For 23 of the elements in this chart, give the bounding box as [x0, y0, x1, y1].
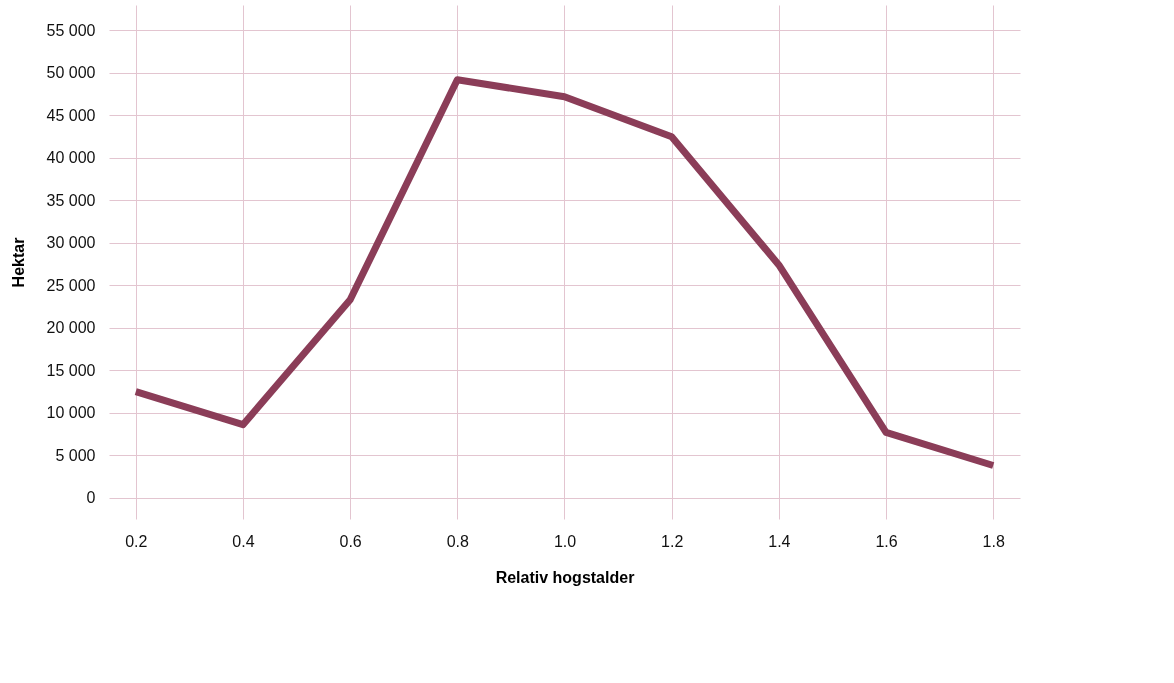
y-tick-label: 5 000 — [55, 446, 96, 464]
x-tick-label: 0.8 — [446, 532, 470, 550]
y-tick-label: 10 000 — [46, 404, 96, 422]
y-tick-label: 0 — [86, 489, 96, 507]
x-tick-label: 1.8 — [982, 532, 1005, 550]
y-tick-label: 20 000 — [46, 319, 96, 337]
y-tick-label: 45 000 — [46, 106, 96, 124]
x-tick-label: 1.2 — [661, 532, 684, 550]
x-axis-title: Relativ hogstalder — [495, 568, 635, 586]
x-tick-label: 1.4 — [768, 532, 791, 550]
y-tick-label: 55 000 — [46, 21, 96, 39]
x-tick-label: 0.2 — [125, 532, 148, 550]
x-tick-label: 0.6 — [339, 532, 362, 550]
y-tick-label: 50 000 — [46, 64, 96, 82]
x-tick-label: 0.4 — [232, 532, 255, 550]
y-axis-title: Hektar — [9, 237, 27, 288]
y-tick-label: 25 000 — [46, 276, 96, 294]
x-tick-label: 1.0 — [553, 532, 577, 550]
y-tick-label: 30 000 — [46, 234, 96, 252]
y-tick-label: 35 000 — [46, 191, 96, 209]
y-tick-label: 40 000 — [46, 149, 96, 167]
x-tick-label: 1.6 — [875, 532, 898, 550]
y-tick-label: 15 000 — [46, 361, 96, 379]
